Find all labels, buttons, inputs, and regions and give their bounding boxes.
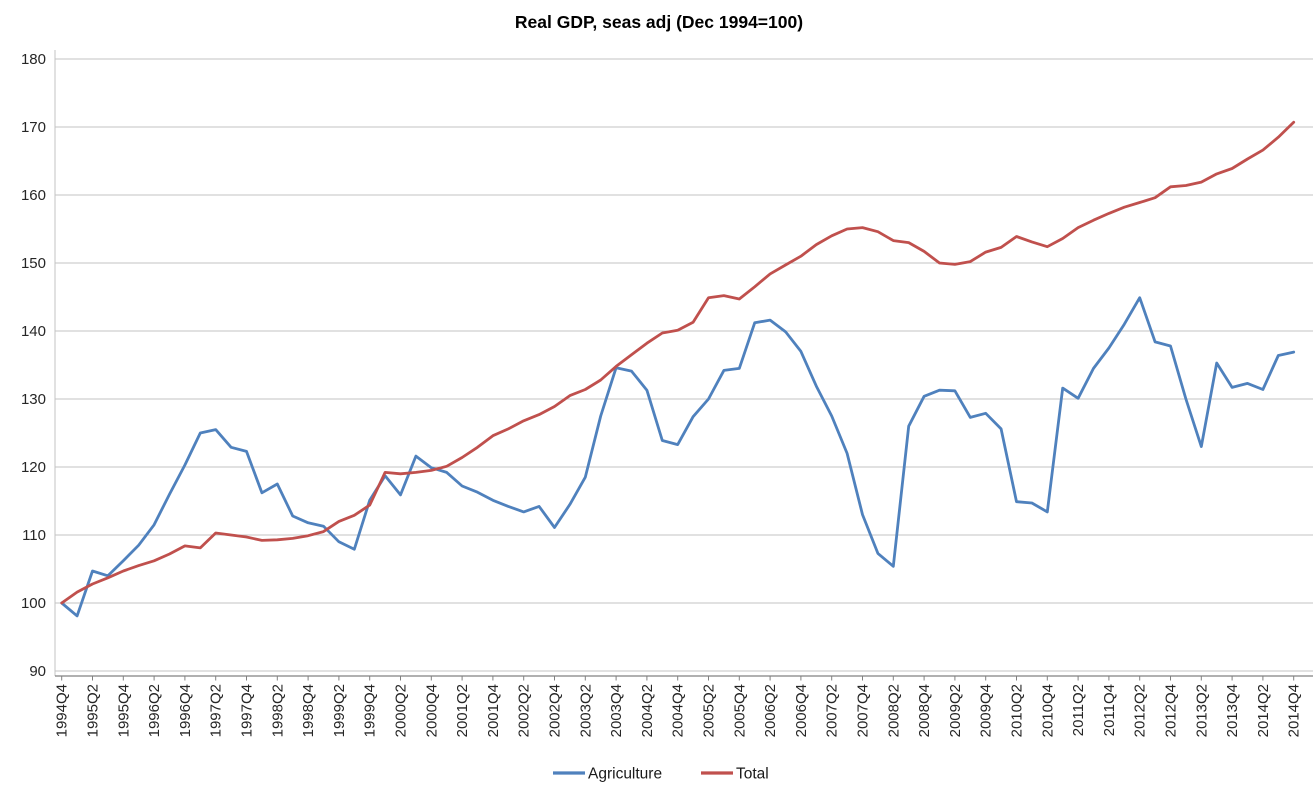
x-tick-label: 2012Q4 [1163, 684, 1180, 737]
x-tick-label: 1999Q2 [331, 684, 348, 737]
x-tick-label: 2001Q2 [454, 684, 471, 737]
x-axis-labels: 1994Q4 1995Q2 1995Q4 1996Q2 1996Q4 1997Q2 1997… [54, 684, 1303, 737]
x-tick-label: 2004Q2 [639, 684, 656, 737]
x-tick-label: 2003Q4 [608, 684, 625, 737]
y-tick-label: 130 [21, 391, 46, 408]
y-axis-labels: 90 100 110 120 130 140 150 160 170 180 [21, 51, 46, 680]
x-tick-label: 2005Q4 [731, 684, 748, 737]
legend-label-total: Total [736, 766, 769, 783]
x-tick-label: 2010Q4 [1039, 684, 1056, 737]
x-tick-label: 1995Q2 [85, 684, 102, 737]
x-tick-label: 2010Q2 [1009, 684, 1026, 737]
x-tick-label: 1997Q4 [239, 684, 256, 737]
gridlines [54, 50, 1313, 676]
y-tick-label: 110 [22, 527, 46, 544]
x-tick-label: 2001Q4 [485, 684, 502, 737]
x-tick-label: 2007Q4 [855, 684, 872, 737]
x-tick-label: 2009Q2 [947, 684, 964, 737]
legend: Agriculture Total [553, 766, 769, 783]
x-tick-label: 2013Q4 [1224, 684, 1241, 737]
x-tick-label: 2004Q4 [670, 684, 687, 737]
x-tick-label: 2003Q2 [577, 684, 594, 737]
x-tick-label: 2002Q4 [547, 684, 564, 737]
x-tick-label: 2002Q2 [516, 684, 533, 737]
y-tick-label: 180 [21, 51, 46, 68]
series-line-agriculture [60, 296, 1296, 618]
x-tick-label: 2008Q4 [916, 684, 933, 737]
series-line-total [60, 120, 1296, 605]
y-tick-label: 140 [21, 323, 46, 340]
chart-title: Real GDP, seas adj (Dec 1994=100) [515, 12, 803, 32]
x-tick-label: 2005Q2 [701, 684, 718, 737]
x-tick-label: 2014Q2 [1255, 684, 1272, 737]
x-tick-label: 2013Q2 [1193, 684, 1210, 737]
x-axis [55, 675, 1313, 681]
x-tick-label: 2008Q2 [885, 684, 902, 737]
x-tick-label: 1996Q4 [177, 684, 194, 737]
x-tick-label: 2009Q4 [978, 684, 995, 737]
y-tick-label: 100 [21, 595, 46, 612]
x-tick-label: 1998Q2 [269, 684, 286, 737]
y-tick-label: 170 [21, 119, 46, 136]
y-tick-label: 120 [21, 459, 46, 476]
series-lines [60, 120, 1296, 618]
x-tick-label: 2006Q4 [793, 684, 810, 737]
x-tick-label: 1999Q4 [362, 684, 379, 737]
y-tick-label: 90 [29, 663, 46, 680]
y-tick-label: 160 [21, 187, 46, 204]
legend-label-agriculture: Agriculture [588, 766, 662, 783]
x-tick-label: 2012Q2 [1132, 684, 1149, 737]
y-tick-label: 150 [21, 255, 46, 272]
x-tick-label: 2000Q2 [393, 684, 410, 737]
x-tick-label: 2000Q4 [423, 684, 440, 737]
x-tick-label: 1995Q4 [115, 684, 132, 737]
x-tick-label: 2007Q2 [824, 684, 841, 737]
x-tick-label: 1994Q4 [54, 684, 71, 737]
x-tick-label: 1998Q4 [300, 684, 317, 737]
x-tick-label: 2006Q2 [762, 684, 779, 737]
x-tick-label: 2014Q4 [1286, 684, 1303, 737]
x-tick-label: 2011Q2 [1070, 684, 1087, 736]
x-tick-label: 2011Q4 [1101, 684, 1118, 736]
x-tick-label: 1996Q2 [146, 684, 163, 737]
x-tick-label: 1997Q2 [208, 684, 225, 737]
